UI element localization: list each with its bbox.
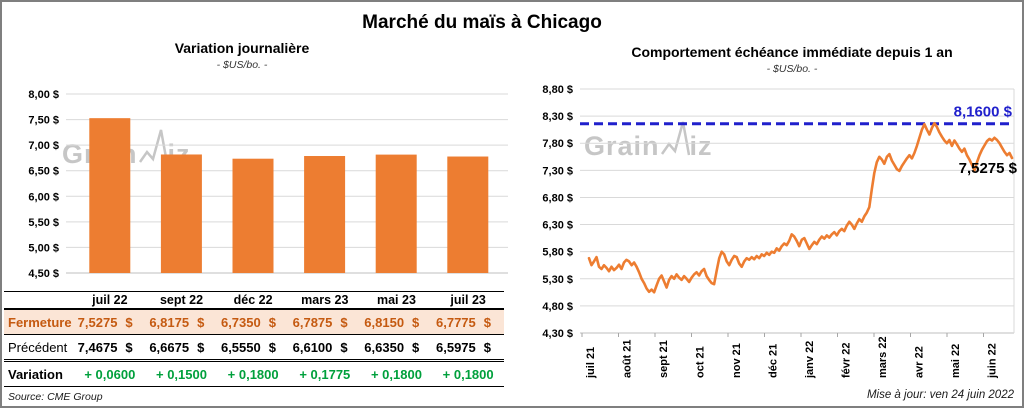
price-line bbox=[587, 121, 1014, 294]
svg-text:6,30 $: 6,30 $ bbox=[542, 220, 573, 232]
table-cell: + 0,1800 bbox=[432, 360, 504, 387]
table-cell: 6,7875 $ bbox=[288, 309, 361, 335]
table-cell: 6,7775 $ bbox=[432, 309, 504, 335]
table-cell: 6,6675 $ bbox=[145, 334, 218, 362]
table-column-header: sept 22 bbox=[145, 291, 218, 310]
table-cell: 6,8175 $ bbox=[145, 309, 218, 335]
svg-text:7,50 $: 7,50 $ bbox=[28, 115, 59, 127]
table-cell: 6,6350 $ bbox=[360, 334, 433, 362]
price-table: juil 22 sept 22 déc 22 mars 23 mai 23 juil 23… bbox=[4, 291, 504, 387]
line-chart: 8,80 $ 8,30 $ 7,80 $ 7,30 $ 6,80 $ 6,30 $ 5,80… bbox=[542, 84, 1018, 379]
table-cell: + 0,1775 bbox=[288, 360, 361, 387]
table-row: Fermeture 7,5275 $6,8175 $6,7350 $6,7875 $6,8… bbox=[4, 309, 504, 335]
update-note: Mise à jour: ven 24 juin 2022 bbox=[866, 389, 1014, 401]
bar-juil 22 bbox=[89, 118, 131, 273]
table-column-header: juil 23 bbox=[432, 291, 504, 310]
page-title: Marché du maïs à Chicago bbox=[362, 12, 602, 33]
table-cell: 6,7350 $ bbox=[217, 309, 289, 335]
bar-chart-subtitle: - $US/bo. - bbox=[216, 59, 268, 71]
x-axis-label: avr 22 bbox=[914, 346, 926, 378]
table-column-header: déc 22 bbox=[217, 291, 289, 310]
bar-mai 23 bbox=[375, 154, 417, 273]
row-label: Fermeture bbox=[4, 309, 74, 335]
svg-text:4,50 $: 4,50 $ bbox=[28, 268, 59, 280]
svg-text:5,50 $: 5,50 $ bbox=[28, 217, 59, 229]
svg-text:6,80 $: 6,80 $ bbox=[542, 192, 573, 204]
svg-text:5,30 $: 5,30 $ bbox=[542, 274, 573, 286]
svg-text:7,00 $: 7,00 $ bbox=[28, 140, 59, 152]
x-axis-label: mars 22 bbox=[877, 336, 889, 378]
reference-value-label: 8,1600 $ bbox=[954, 104, 1013, 121]
x-axis-label: sept 21 bbox=[658, 340, 670, 378]
watermark-text: iz bbox=[689, 131, 713, 162]
table-cell: 6,5550 $ bbox=[217, 334, 289, 362]
svg-text:6,50 $: 6,50 $ bbox=[28, 166, 59, 178]
svg-text:5,00 $: 5,00 $ bbox=[28, 242, 59, 254]
row-label: Variation bbox=[4, 360, 74, 387]
table-cell: + 0,0600 bbox=[74, 360, 146, 387]
table-column-header: mai 23 bbox=[360, 291, 433, 310]
bar-mars 23 bbox=[304, 156, 346, 273]
last-value-label: 7,5275 $ bbox=[959, 160, 1018, 177]
zigzag-line-icon bbox=[660, 121, 690, 156]
x-axis-label: juin 22 bbox=[987, 343, 999, 379]
table-column-header: mars 23 bbox=[288, 291, 361, 310]
table-row: Précédent 7,4675 $6,6675 $6,5550 $6,6100 $6,6… bbox=[4, 334, 504, 362]
svg-text:8,00 $: 8,00 $ bbox=[28, 89, 59, 101]
watermark-text: Grain bbox=[584, 131, 660, 162]
svg-text:7,30 $: 7,30 $ bbox=[542, 165, 573, 177]
x-axis-label: nov 21 bbox=[731, 343, 743, 378]
table-cell: + 0,1500 bbox=[145, 360, 218, 387]
zigzag-line-icon bbox=[138, 129, 168, 164]
bar-chart-title: Variation journalière bbox=[174, 40, 310, 56]
x-axis-label: janv 22 bbox=[804, 341, 816, 379]
x-axis-label: juil 21 bbox=[585, 347, 597, 379]
table-cell: 6,8150 $ bbox=[360, 309, 433, 335]
svg-text:8,30 $: 8,30 $ bbox=[542, 111, 573, 123]
x-axis-label: févr 22 bbox=[841, 343, 853, 378]
x-axis-label: août 21 bbox=[622, 339, 634, 378]
x-axis-label: oct 21 bbox=[695, 346, 707, 378]
table-header-row: juil 22 sept 22 déc 22 mars 23 mai 23 juil 23 bbox=[4, 291, 504, 310]
table-cell: 7,5275 $ bbox=[74, 309, 146, 335]
grainwiz-watermark: Grain iz bbox=[584, 118, 713, 162]
svg-text:7,80 $: 7,80 $ bbox=[542, 138, 573, 150]
line-chart-title: Comportement échéance immédiate depuis 1… bbox=[631, 44, 953, 60]
bar-juil 23 bbox=[447, 156, 489, 273]
table-cell: 7,4675 $ bbox=[74, 334, 146, 362]
svg-text:8,80 $: 8,80 $ bbox=[542, 84, 573, 96]
svg-text:6,00 $: 6,00 $ bbox=[28, 191, 59, 203]
source-note: Source: CME Group bbox=[8, 391, 103, 403]
table-corner-cell bbox=[4, 291, 74, 310]
table-cell: 6,5975 $ bbox=[432, 334, 504, 362]
table-cell: 6,6100 $ bbox=[288, 334, 361, 362]
x-axis-label: mai 22 bbox=[950, 344, 962, 378]
table-cell: + 0,1800 bbox=[360, 360, 433, 387]
x-axis-label: déc 21 bbox=[768, 344, 780, 378]
line-chart-subtitle: - $US/bo. - bbox=[766, 63, 818, 75]
row-label: Précédent bbox=[4, 334, 74, 362]
table-row: Variation + 0,0600 + 0,1500 + 0,1800 + 0,177… bbox=[4, 360, 504, 387]
bar-sept 22 bbox=[160, 154, 202, 273]
table-column-header: juil 22 bbox=[74, 291, 146, 310]
svg-text:5,80 $: 5,80 $ bbox=[542, 247, 573, 259]
svg-text:4,80 $: 4,80 $ bbox=[542, 301, 573, 313]
svg-text:4,30 $: 4,30 $ bbox=[542, 328, 573, 340]
bar-chart: 8,00 $ 7,50 $ 7,00 $ 6,50 $ 6,00 $ 5,50 $ 5,00… bbox=[28, 89, 508, 280]
table-cell: + 0,1800 bbox=[217, 360, 289, 387]
bar-déc 22 bbox=[232, 158, 274, 273]
